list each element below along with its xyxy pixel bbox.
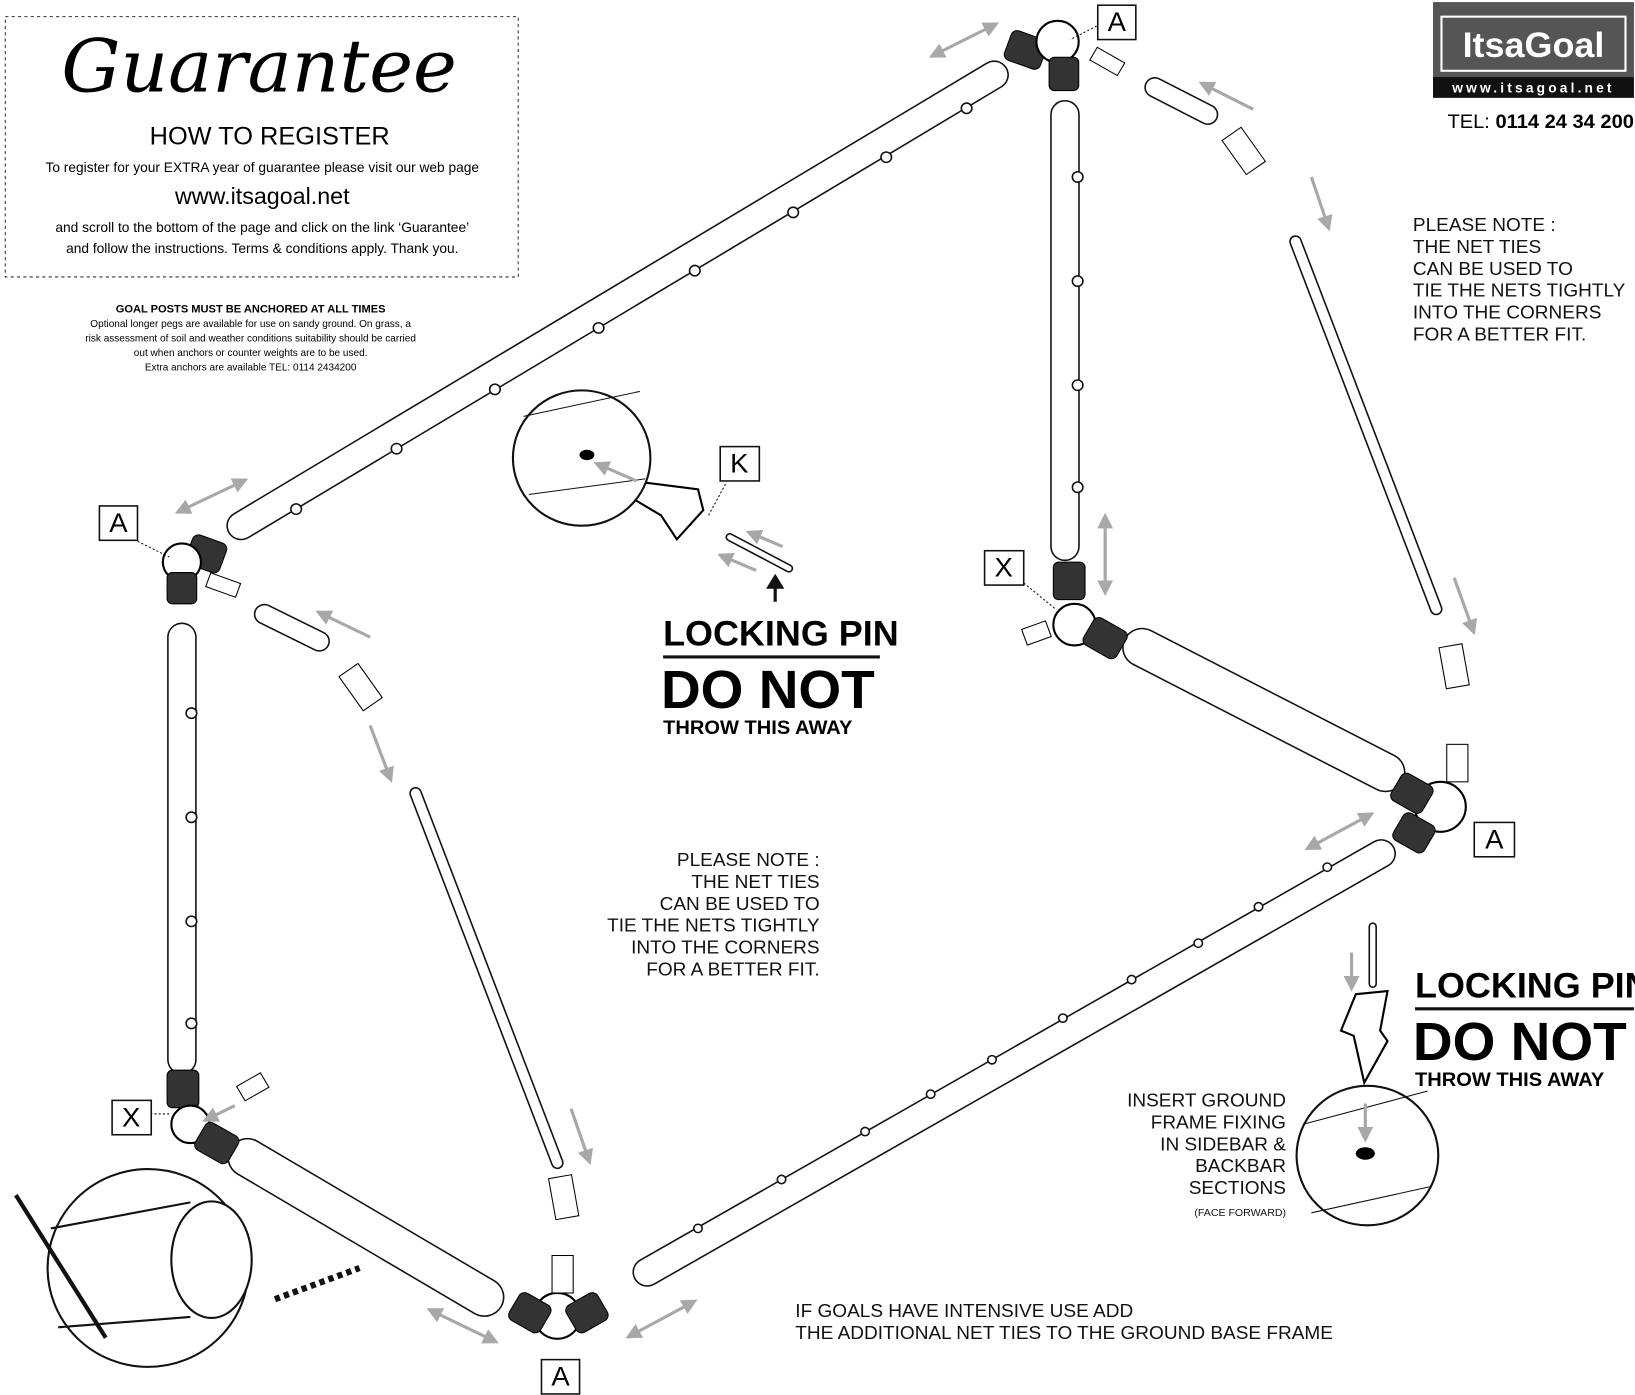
part-label: X: [994, 552, 1012, 583]
pin-warning: DO NOT: [1413, 1011, 1627, 1072]
logo-tel: TEL: 0114 24 34 200: [1447, 111, 1633, 133]
guarantee-text: To register for your EXTRA year of guara…: [46, 160, 480, 175]
note-line: THE NET TIES: [691, 872, 819, 893]
note-line: INSERT GROUND: [1127, 1091, 1286, 1112]
tel-label: TEL:: [1447, 111, 1489, 133]
note-line: PLEASE NOTE :: [677, 850, 820, 871]
tel-number: 0114 24 34 200: [1495, 111, 1633, 133]
note-line: FRAME FIXING: [1151, 1113, 1286, 1134]
note-small: (FACE FORWARD): [1194, 1208, 1286, 1219]
logo: ItsaGoal www.itsagoal.net TEL: 0114 24 3…: [1433, 2, 1634, 133]
logo-name: ItsaGoal: [1463, 26, 1605, 66]
anchor-heading: GOAL POSTS MUST BE ANCHORED AT ALL TIMES: [116, 303, 386, 315]
note-line: IF GOALS HAVE INTENSIVE USE ADD: [795, 1301, 1133, 1322]
pin-warning: DO NOT: [661, 659, 875, 720]
note-line: INTO THE CORNERS: [631, 938, 819, 959]
guarantee-subtitle: HOW TO REGISTER: [150, 123, 390, 151]
anchor-notice: GOAL POSTS MUST BE ANCHORED AT ALL TIMES…: [85, 303, 416, 373]
pin-sub: THROW THIS AWAY: [663, 717, 852, 739]
guarantee-text: and follow the instructions. Terms & con…: [66, 241, 458, 256]
note-line: CAN BE USED TO: [1413, 259, 1573, 280]
pin-sub: THROW THIS AWAY: [1415, 1069, 1604, 1091]
bottom-note: IF GOALS HAVE INTENSIVE USE ADD THE ADDI…: [795, 1301, 1333, 1344]
part-label: K: [730, 448, 748, 479]
note-line: THE ADDITIONAL NET TIES TO THE GROUND BA…: [795, 1323, 1333, 1344]
anchor-line: risk assessment of soil and weather cond…: [85, 334, 416, 345]
anchor-line: out when anchors or counter weights are …: [134, 348, 368, 359]
note-line: PLEASE NOTE :: [1413, 215, 1556, 236]
note-line: INTO THE CORNERS: [1413, 303, 1601, 324]
guarantee-url: www.itsagoal.net: [174, 183, 350, 209]
note-line: FOR A BETTER FIT.: [1413, 325, 1586, 346]
note-line: IN SIDEBAR &: [1160, 1134, 1286, 1155]
note-line: FOR A BETTER FIT.: [646, 960, 819, 981]
assembly-diagram: Guarantee HOW TO REGISTER To register fo…: [0, 0, 1635, 1395]
note-middle: PLEASE NOTE : THE NET TIES CAN BE USED T…: [607, 850, 820, 980]
logo-url: www.itsagoal.net: [1451, 81, 1614, 96]
part-label: A: [551, 1361, 570, 1392]
pin-title: LOCKING PIN: [663, 614, 899, 654]
anchor-line: Extra anchors are available TEL: 0114 24…: [145, 363, 357, 374]
guarantee-title: Guarantee: [61, 25, 456, 109]
insert-note: INSERT GROUND FRAME FIXING IN SIDEBAR & …: [1127, 1091, 1286, 1219]
note-line: TIE THE NETS TIGHTLY: [607, 916, 820, 937]
note-line: SECTIONS: [1189, 1178, 1286, 1199]
note-right: PLEASE NOTE : THE NET TIES CAN BE USED T…: [1413, 215, 1626, 345]
anchor-line: Optional longer pegs are available for u…: [90, 319, 411, 330]
locking-pin-top: LOCKING PIN DO NOT THROW THIS AWAY: [661, 614, 899, 739]
part-label: A: [1108, 6, 1127, 37]
part-label: X: [122, 1101, 140, 1132]
part-label: A: [1485, 824, 1504, 855]
pin-title: LOCKING PIN: [1415, 966, 1635, 1006]
note-line: BACKBAR: [1195, 1156, 1286, 1177]
guarantee-text: and scroll to the bottom of the page and…: [55, 220, 469, 235]
note-line: CAN BE USED TO: [660, 894, 820, 915]
note-line: TIE THE NETS TIGHTLY: [1413, 281, 1626, 302]
note-line: THE NET TIES: [1413, 237, 1541, 258]
locking-pin-right: LOCKING PIN DO NOT THROW THIS AWAY: [1413, 966, 1635, 1091]
guarantee-box: Guarantee HOW TO REGISTER To register fo…: [5, 17, 518, 277]
part-label: A: [109, 507, 128, 538]
